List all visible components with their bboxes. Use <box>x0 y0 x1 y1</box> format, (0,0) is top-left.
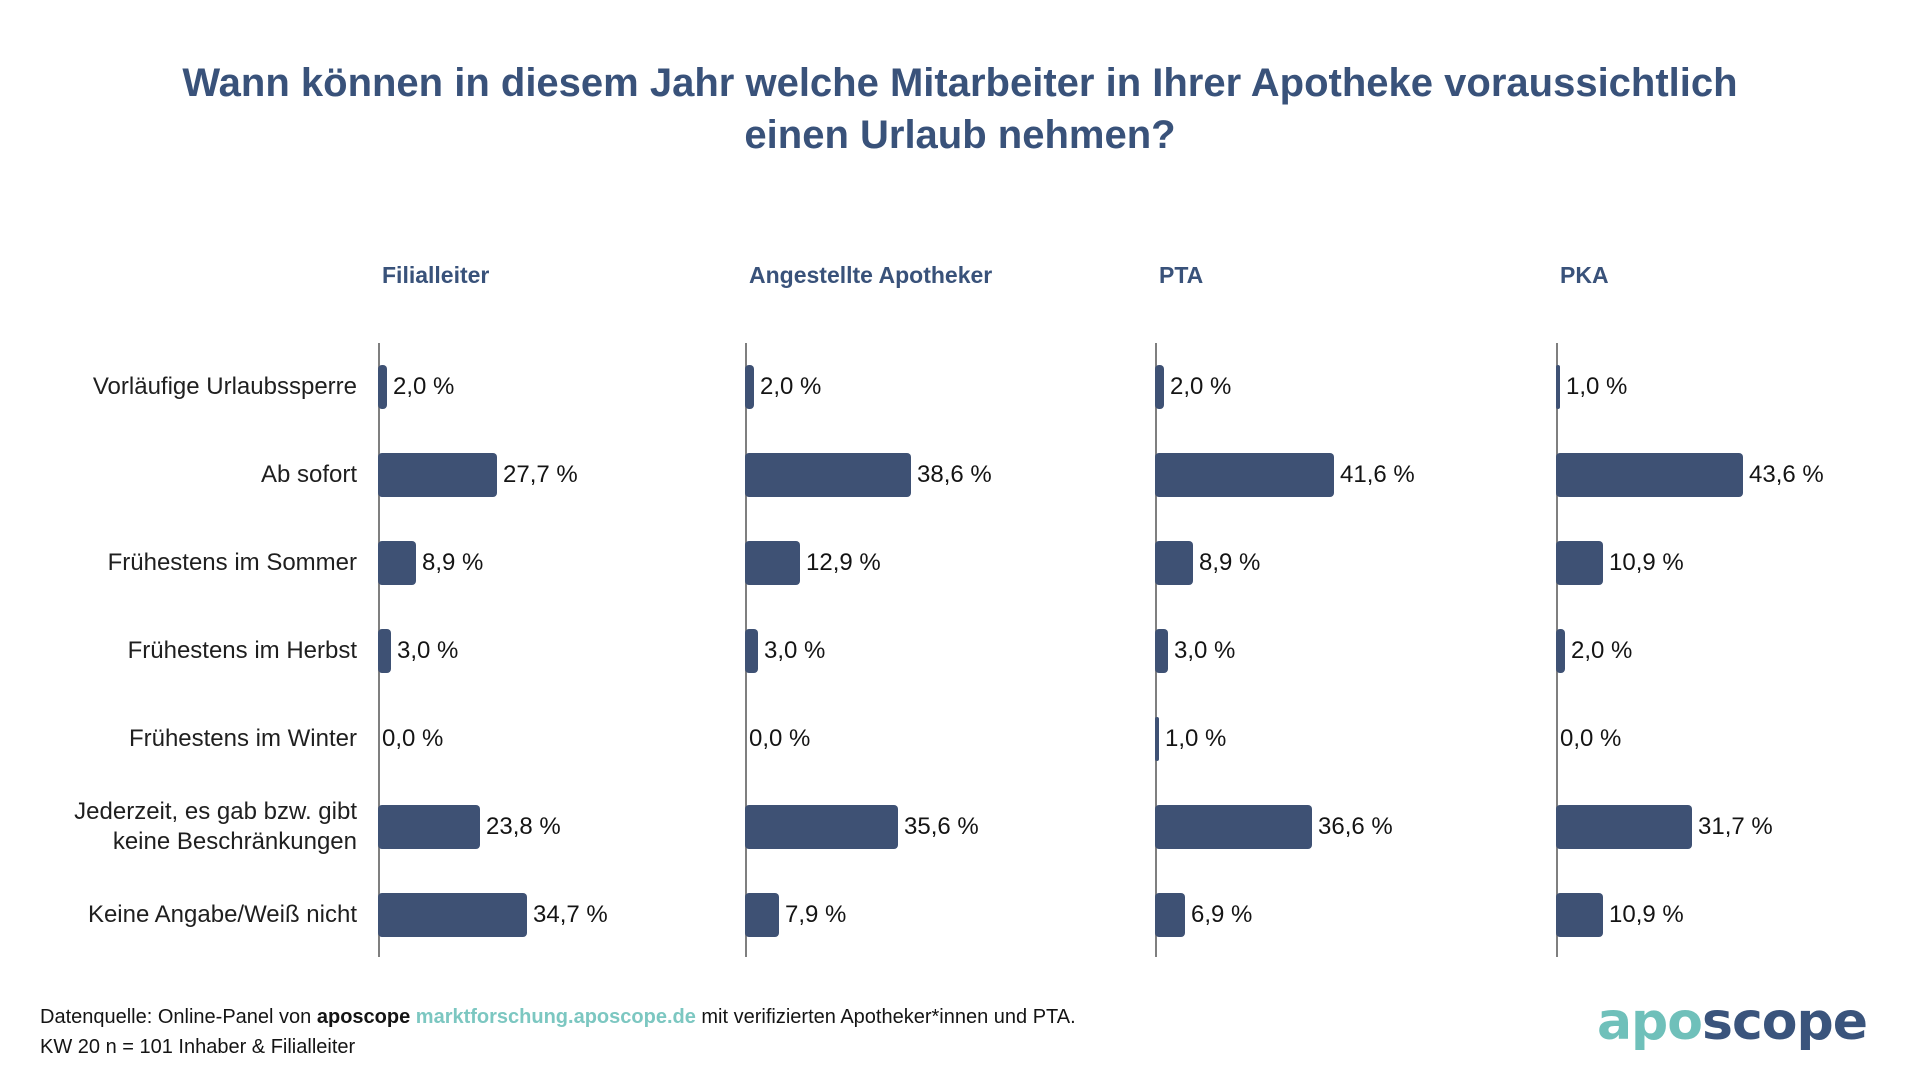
value-label: 34,7 % <box>533 901 608 928</box>
chart-title-line1: Wann können in diesem Jahr welche Mitarb… <box>182 61 1738 105</box>
value-label: 1,0 % <box>1566 373 1628 400</box>
value-label: 1,0 % <box>1165 725 1227 752</box>
value-label: 7,9 % <box>785 901 847 928</box>
value-label: 38,6 % <box>917 461 992 488</box>
bar <box>1155 893 1185 937</box>
category-label: Keine Angabe/Weiß nicht <box>87 901 357 928</box>
value-label: 31,7 % <box>1698 813 1773 840</box>
value-label: 0,0 % <box>382 725 444 752</box>
value-label: 6,9 % <box>1191 901 1253 928</box>
category-label: Frühestens im Sommer <box>107 549 357 576</box>
bar <box>1155 805 1312 849</box>
value-label: 2,0 % <box>1571 637 1633 664</box>
bar <box>1556 629 1565 673</box>
logo-part-scope: scope <box>1702 992 1868 1052</box>
value-label: 27,7 % <box>503 461 578 488</box>
footer-source-line: Datenquelle: Online-Panel von aposcope m… <box>40 1006 1076 1029</box>
category-label: Vorläufige Urlaubssperre <box>92 373 357 400</box>
category-label: Frühestens im Winter <box>128 725 357 752</box>
value-label: 3,0 % <box>397 637 459 664</box>
bar <box>1556 805 1692 849</box>
bar <box>745 893 779 937</box>
column-header: PKA <box>1560 262 1609 288</box>
bar <box>1155 541 1193 585</box>
footer-brand-name: aposcope <box>316 1006 411 1028</box>
bar <box>1556 453 1743 497</box>
bar <box>745 805 898 849</box>
value-label: 0,0 % <box>1560 725 1622 752</box>
bar <box>745 629 758 673</box>
aposcope-logo: aposcope <box>1596 992 1868 1052</box>
column-header: PTA <box>1159 262 1204 288</box>
value-label: 8,9 % <box>422 549 484 576</box>
value-label: 36,6 % <box>1318 813 1393 840</box>
logo-part-apo: apo <box>1596 992 1703 1052</box>
bar <box>378 893 527 937</box>
bar <box>1556 365 1560 409</box>
bar <box>1556 893 1603 937</box>
bar <box>378 805 480 849</box>
bar <box>745 365 754 409</box>
bar <box>1155 717 1159 761</box>
bar <box>1155 629 1168 673</box>
column-header: Angestellte Apotheker <box>749 262 993 288</box>
category-label: Jederzeit, es gab bzw. gibt keine Beschr… <box>74 798 357 855</box>
value-label: 2,0 % <box>393 373 455 400</box>
bar <box>1155 453 1334 497</box>
column-header: Filialleiter <box>382 262 490 288</box>
value-label: 43,6 % <box>1749 461 1824 488</box>
value-label: 2,0 % <box>760 373 822 400</box>
value-label: 10,9 % <box>1609 901 1684 928</box>
value-label: 0,0 % <box>749 725 811 752</box>
value-label: 35,6 % <box>904 813 979 840</box>
category-label: Ab sofort <box>260 461 357 488</box>
chart-title-line2: einen Urlaub nehmen? <box>744 113 1176 157</box>
value-label: 3,0 % <box>764 637 826 664</box>
value-label: 12,9 % <box>806 549 881 576</box>
value-label: 41,6 % <box>1340 461 1415 488</box>
footer-link[interactable]: marktforschung.aposcope.de <box>415 1006 696 1028</box>
bar <box>378 629 391 673</box>
bar <box>1155 365 1164 409</box>
chart-title: Wann können in diesem Jahr welche Mitarb… <box>0 57 1920 161</box>
bar <box>745 453 911 497</box>
footer-sample-line: KW 20 n = 101 Inhaber & Filialleiter <box>40 1036 356 1058</box>
bar <box>745 541 800 585</box>
footer-source-suffix: mit verifizierten Apotheker*innen und PT… <box>695 1006 1076 1028</box>
value-label: 3,0 % <box>1174 637 1236 664</box>
bar <box>1556 541 1603 585</box>
value-label: 2,0 % <box>1170 373 1232 400</box>
category-label: Frühestens im Herbst <box>127 637 357 664</box>
footer-source-prefix: Datenquelle: Online-Panel von <box>40 1006 317 1028</box>
value-label: 23,8 % <box>486 813 561 840</box>
bar <box>378 365 387 409</box>
bar <box>378 453 497 497</box>
bar <box>378 541 416 585</box>
value-label: 8,9 % <box>1199 549 1261 576</box>
value-label: 10,9 % <box>1609 549 1684 576</box>
